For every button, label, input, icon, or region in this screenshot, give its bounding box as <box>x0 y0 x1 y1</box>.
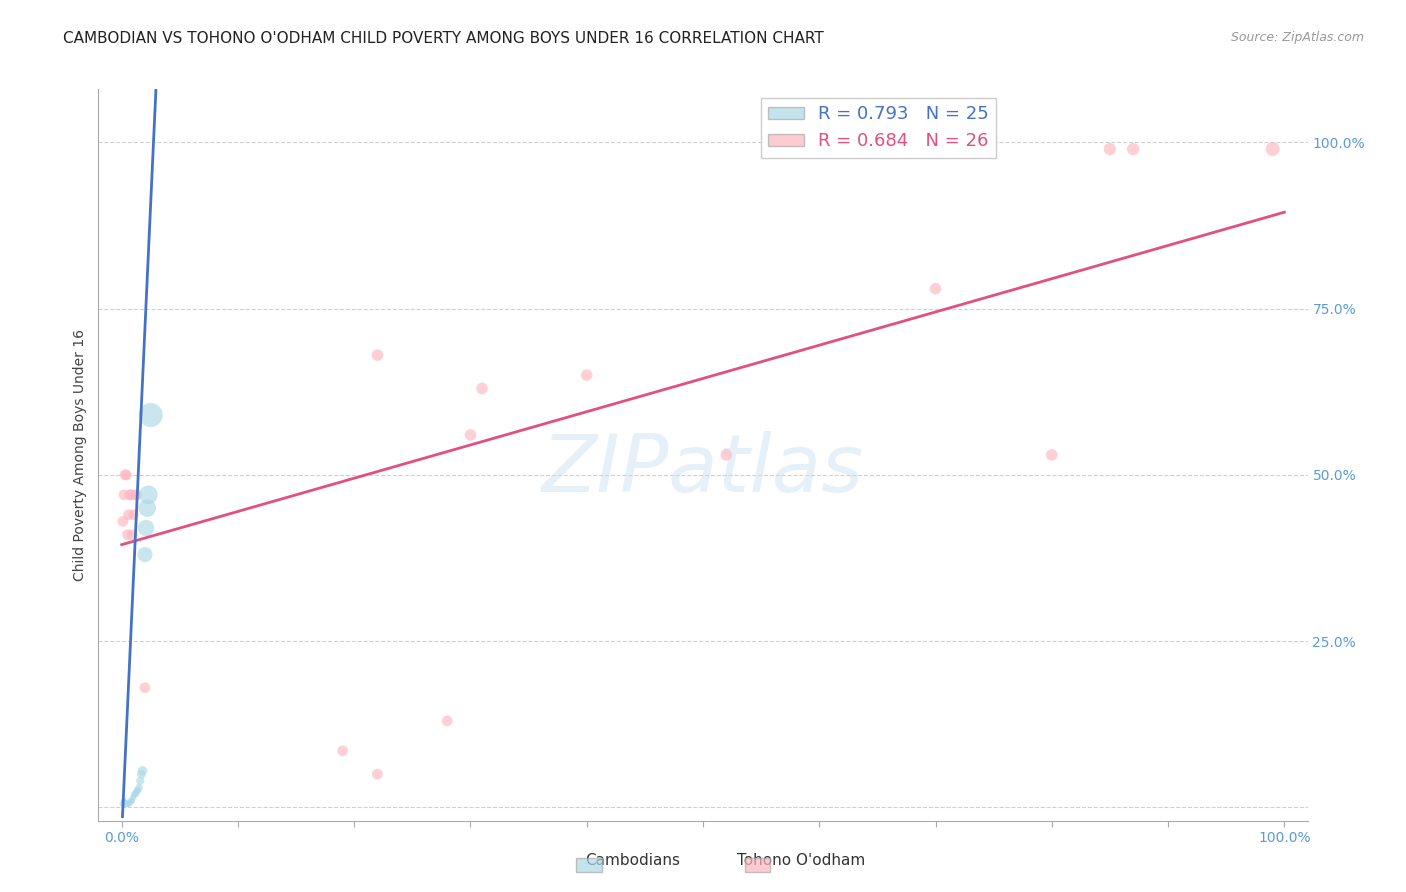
Point <box>135 521 157 535</box>
Point <box>111 515 134 529</box>
Point <box>121 794 143 808</box>
Text: Cambodians: Cambodians <box>585 854 681 868</box>
Y-axis label: Child Poverty Among Boys Under 16: Child Poverty Among Boys Under 16 <box>73 329 87 581</box>
Point <box>117 797 139 811</box>
Point <box>139 408 162 422</box>
Point <box>136 501 159 516</box>
Point <box>127 783 149 797</box>
Point <box>122 508 145 522</box>
Legend: R = 0.793   N = 25, R = 0.684   N = 26: R = 0.793 N = 25, R = 0.684 N = 26 <box>761 98 997 158</box>
Point <box>128 780 150 795</box>
Point <box>366 348 388 362</box>
Point <box>575 368 598 383</box>
Point <box>460 428 482 442</box>
Point <box>114 796 136 810</box>
Point <box>138 488 160 502</box>
Text: CAMBODIAN VS TOHONO O'ODHAM CHILD POVERTY AMONG BOYS UNDER 16 CORRELATION CHART: CAMBODIAN VS TOHONO O'ODHAM CHILD POVERT… <box>63 31 824 46</box>
Text: ZIPatlas: ZIPatlas <box>541 431 865 508</box>
Point <box>118 488 141 502</box>
Point <box>120 794 142 808</box>
Point <box>114 467 136 482</box>
Point <box>122 790 145 805</box>
Point <box>131 764 153 778</box>
Point <box>118 797 141 811</box>
Text: Source: ZipAtlas.com: Source: ZipAtlas.com <box>1230 31 1364 45</box>
Point <box>125 783 148 797</box>
Point <box>124 787 146 801</box>
Point <box>1040 448 1063 462</box>
Point <box>366 767 388 781</box>
Point <box>1122 142 1144 156</box>
Point <box>112 795 135 809</box>
Point <box>124 488 146 502</box>
Point <box>112 794 135 808</box>
Point <box>114 797 136 811</box>
Point <box>134 548 156 562</box>
Point <box>112 488 135 502</box>
Point <box>134 681 156 695</box>
Point <box>1261 142 1284 156</box>
Point <box>332 744 354 758</box>
Point <box>124 787 146 801</box>
Point <box>115 797 138 811</box>
Point <box>121 527 143 541</box>
Point <box>111 797 134 811</box>
Point <box>117 527 139 541</box>
Point <box>125 488 148 502</box>
Point <box>115 467 138 482</box>
Text: Tohono O'odham: Tohono O'odham <box>737 854 866 868</box>
Point <box>118 796 141 810</box>
Point <box>716 448 738 462</box>
Point <box>471 381 494 395</box>
Point <box>436 714 458 728</box>
Point <box>129 773 152 788</box>
Point <box>924 282 946 296</box>
Point <box>120 488 142 502</box>
Point <box>131 767 153 781</box>
Point <box>1098 142 1121 156</box>
Point <box>118 508 141 522</box>
